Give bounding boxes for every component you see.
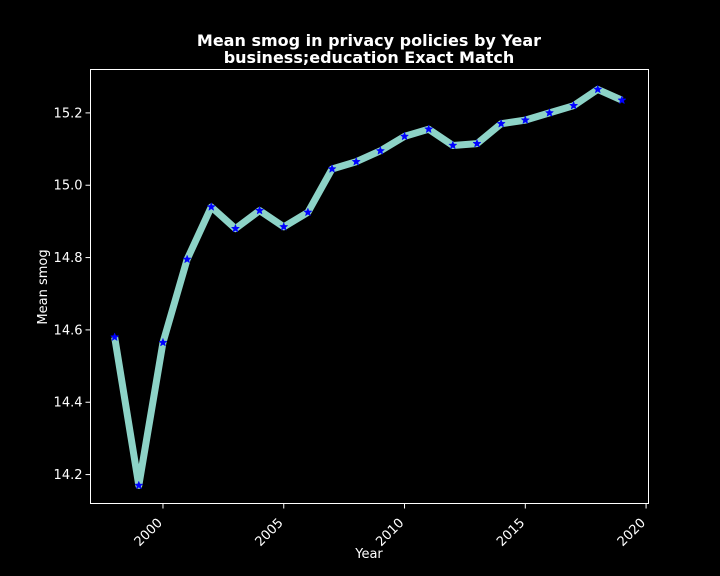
data-point-marker: [158, 337, 168, 347]
y-tick-label: 14.8: [54, 251, 83, 266]
data-point-marker: [134, 480, 144, 490]
data-point-marker: [544, 108, 555, 117]
data-point-marker: [617, 95, 627, 105]
data-point-marker: [520, 115, 530, 125]
plot-frame: [90, 69, 649, 504]
y-axis: 14.2 14.4 14.6 14.8 15.0 15.2: [54, 106, 91, 483]
series-layer: [109, 84, 627, 490]
y-tick-label: 15.2: [54, 106, 83, 121]
data-point-marker: [230, 223, 241, 233]
y-tick-label: 15.0: [54, 179, 83, 194]
data-point-marker: [109, 332, 120, 342]
data-point-marker: [182, 254, 192, 264]
data-point-marker: [448, 140, 458, 150]
data-point-marker: [375, 145, 386, 155]
chart-title-line-1: Mean smog in privacy policies by Year: [197, 31, 541, 50]
data-point-marker: [351, 156, 361, 166]
data-point-marker: [303, 207, 313, 217]
data-point-marker: [279, 221, 289, 231]
x-axis-label: Year: [354, 547, 383, 562]
chart-title-line-2: business;education Exact Match: [224, 48, 515, 67]
data-point-marker: [472, 138, 482, 148]
y-tick-label: 14.4: [54, 396, 83, 411]
data-point-marker: [206, 202, 216, 211]
data-point-marker: [568, 100, 579, 110]
data-point-marker: [593, 84, 603, 94]
data-point-marker: [399, 131, 410, 141]
data-point-marker: [424, 124, 434, 134]
series-line: [111, 85, 624, 489]
data-point-marker: [496, 118, 506, 128]
y-tick-label: 14.6: [54, 323, 83, 338]
data-point-marker: [254, 205, 265, 215]
y-axis-label: Mean smog: [36, 249, 51, 324]
y-tick-label: 14.2: [54, 468, 83, 483]
data-point-marker: [327, 164, 337, 173]
